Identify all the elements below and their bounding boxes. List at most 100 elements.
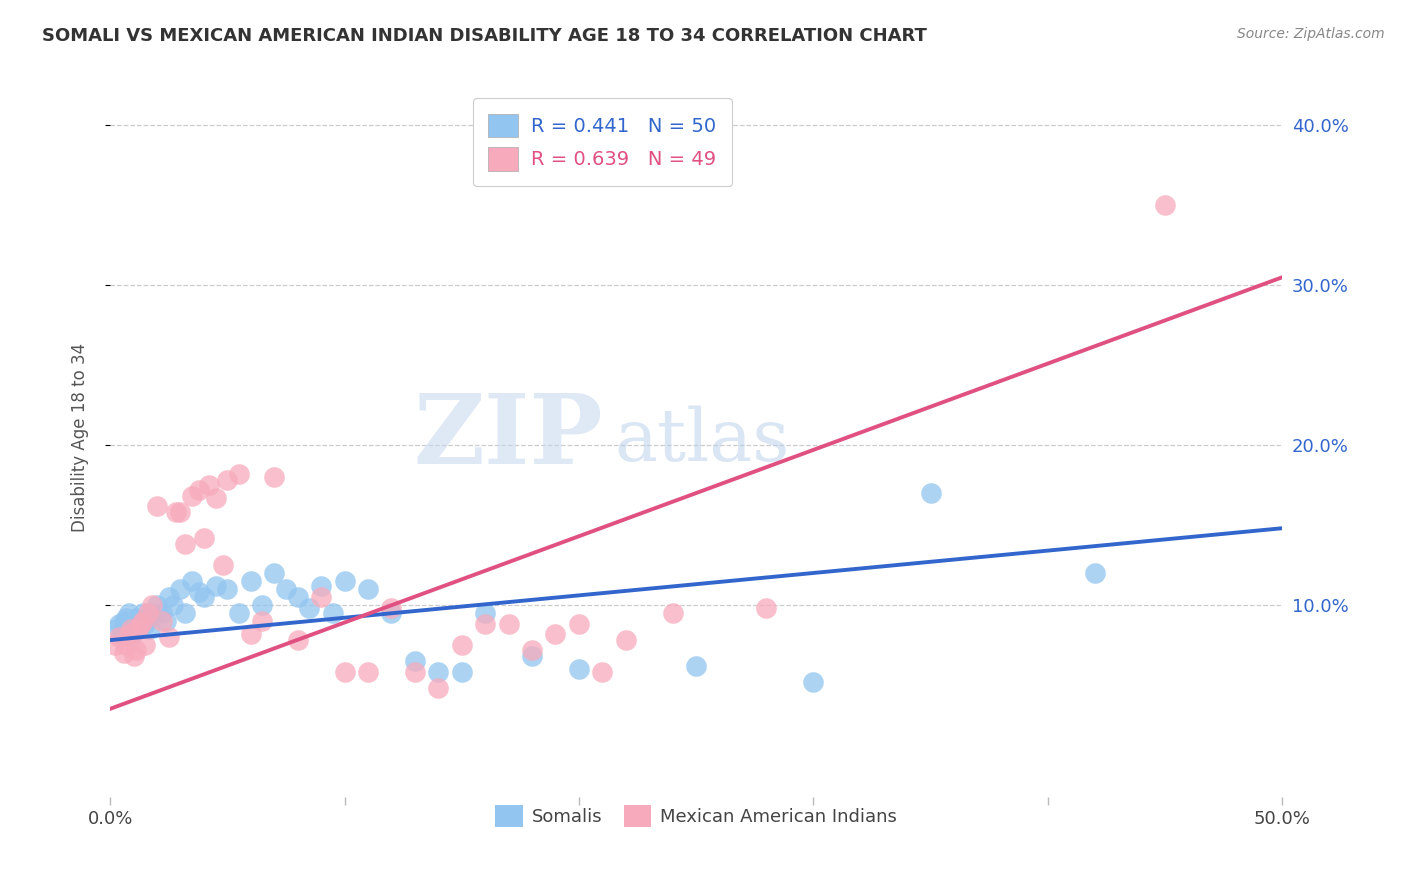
Point bbox=[252, 614, 274, 628]
Legend: Somalis, Mexican American Indians: Somalis, Mexican American Indians bbox=[488, 798, 904, 835]
Text: SOMALI VS MEXICAN AMERICAN INDIAN DISABILITY AGE 18 TO 34 CORRELATION CHART: SOMALI VS MEXICAN AMERICAN INDIAN DISABI… bbox=[42, 27, 927, 45]
Point bbox=[404, 665, 426, 679]
Point bbox=[188, 483, 211, 497]
Point bbox=[263, 566, 285, 580]
Point bbox=[298, 601, 321, 615]
Point bbox=[181, 574, 204, 588]
Point bbox=[661, 606, 683, 620]
Y-axis label: Disability Age 18 to 34: Disability Age 18 to 34 bbox=[72, 343, 89, 532]
Point bbox=[136, 606, 159, 620]
Point bbox=[146, 499, 169, 513]
Point bbox=[287, 633, 309, 648]
Point bbox=[120, 622, 142, 636]
Point bbox=[239, 574, 262, 588]
Point bbox=[357, 665, 380, 679]
Point bbox=[568, 662, 591, 676]
Point bbox=[141, 598, 163, 612]
Point bbox=[920, 486, 942, 500]
Point bbox=[108, 617, 131, 632]
Point bbox=[111, 626, 134, 640]
Point bbox=[252, 598, 274, 612]
Point bbox=[380, 601, 402, 615]
Point bbox=[322, 606, 344, 620]
Point bbox=[127, 622, 149, 636]
Point bbox=[104, 622, 127, 636]
Point bbox=[193, 531, 215, 545]
Point bbox=[498, 617, 520, 632]
Point bbox=[287, 590, 309, 604]
Point bbox=[591, 665, 613, 679]
Point bbox=[134, 617, 156, 632]
Point bbox=[309, 579, 332, 593]
Point bbox=[129, 614, 152, 628]
Point bbox=[132, 606, 155, 620]
Point bbox=[801, 674, 824, 689]
Point bbox=[228, 606, 250, 620]
Point bbox=[474, 617, 496, 632]
Point bbox=[115, 638, 138, 652]
Point bbox=[157, 630, 180, 644]
Point bbox=[181, 489, 204, 503]
Point bbox=[239, 626, 262, 640]
Point bbox=[427, 665, 450, 679]
Point bbox=[380, 606, 402, 620]
Point bbox=[309, 590, 332, 604]
Point bbox=[204, 579, 226, 593]
Point bbox=[404, 654, 426, 668]
Point bbox=[139, 622, 162, 636]
Point bbox=[122, 649, 145, 664]
Point bbox=[1154, 198, 1177, 212]
Point bbox=[112, 614, 135, 628]
Point bbox=[112, 646, 135, 660]
Point bbox=[520, 649, 543, 664]
Point bbox=[450, 665, 472, 679]
Point bbox=[162, 598, 184, 612]
Point bbox=[157, 590, 180, 604]
Point bbox=[146, 598, 169, 612]
Text: atlas: atlas bbox=[614, 406, 790, 476]
Point bbox=[118, 606, 141, 620]
Point bbox=[165, 505, 187, 519]
Point bbox=[274, 582, 297, 596]
Point bbox=[155, 614, 177, 628]
Text: ZIP: ZIP bbox=[413, 390, 602, 484]
Point bbox=[193, 590, 215, 604]
Point bbox=[125, 642, 148, 657]
Point bbox=[755, 601, 778, 615]
Point bbox=[122, 617, 145, 632]
Point bbox=[129, 617, 152, 632]
Point bbox=[188, 585, 211, 599]
Point bbox=[169, 582, 191, 596]
Point bbox=[127, 622, 149, 636]
Point bbox=[150, 614, 173, 628]
Point bbox=[104, 638, 127, 652]
Point bbox=[217, 473, 239, 487]
Point bbox=[118, 626, 141, 640]
Point bbox=[474, 606, 496, 620]
Point bbox=[115, 611, 138, 625]
Point bbox=[427, 681, 450, 695]
Point bbox=[134, 638, 156, 652]
Point bbox=[174, 606, 197, 620]
Point bbox=[217, 582, 239, 596]
Point bbox=[211, 558, 233, 572]
Point bbox=[174, 537, 197, 551]
Point bbox=[450, 638, 472, 652]
Point bbox=[333, 665, 356, 679]
Point bbox=[685, 658, 707, 673]
Point bbox=[136, 611, 159, 625]
Point bbox=[132, 614, 155, 628]
Point bbox=[125, 611, 148, 625]
Point bbox=[169, 505, 191, 519]
Point bbox=[520, 642, 543, 657]
Point bbox=[228, 467, 250, 481]
Point bbox=[120, 630, 142, 644]
Point bbox=[197, 478, 219, 492]
Point bbox=[544, 626, 567, 640]
Point bbox=[568, 617, 591, 632]
Point bbox=[1084, 566, 1107, 580]
Point bbox=[263, 470, 285, 484]
Point bbox=[141, 606, 163, 620]
Text: Source: ZipAtlas.com: Source: ZipAtlas.com bbox=[1237, 27, 1385, 41]
Point bbox=[357, 582, 380, 596]
